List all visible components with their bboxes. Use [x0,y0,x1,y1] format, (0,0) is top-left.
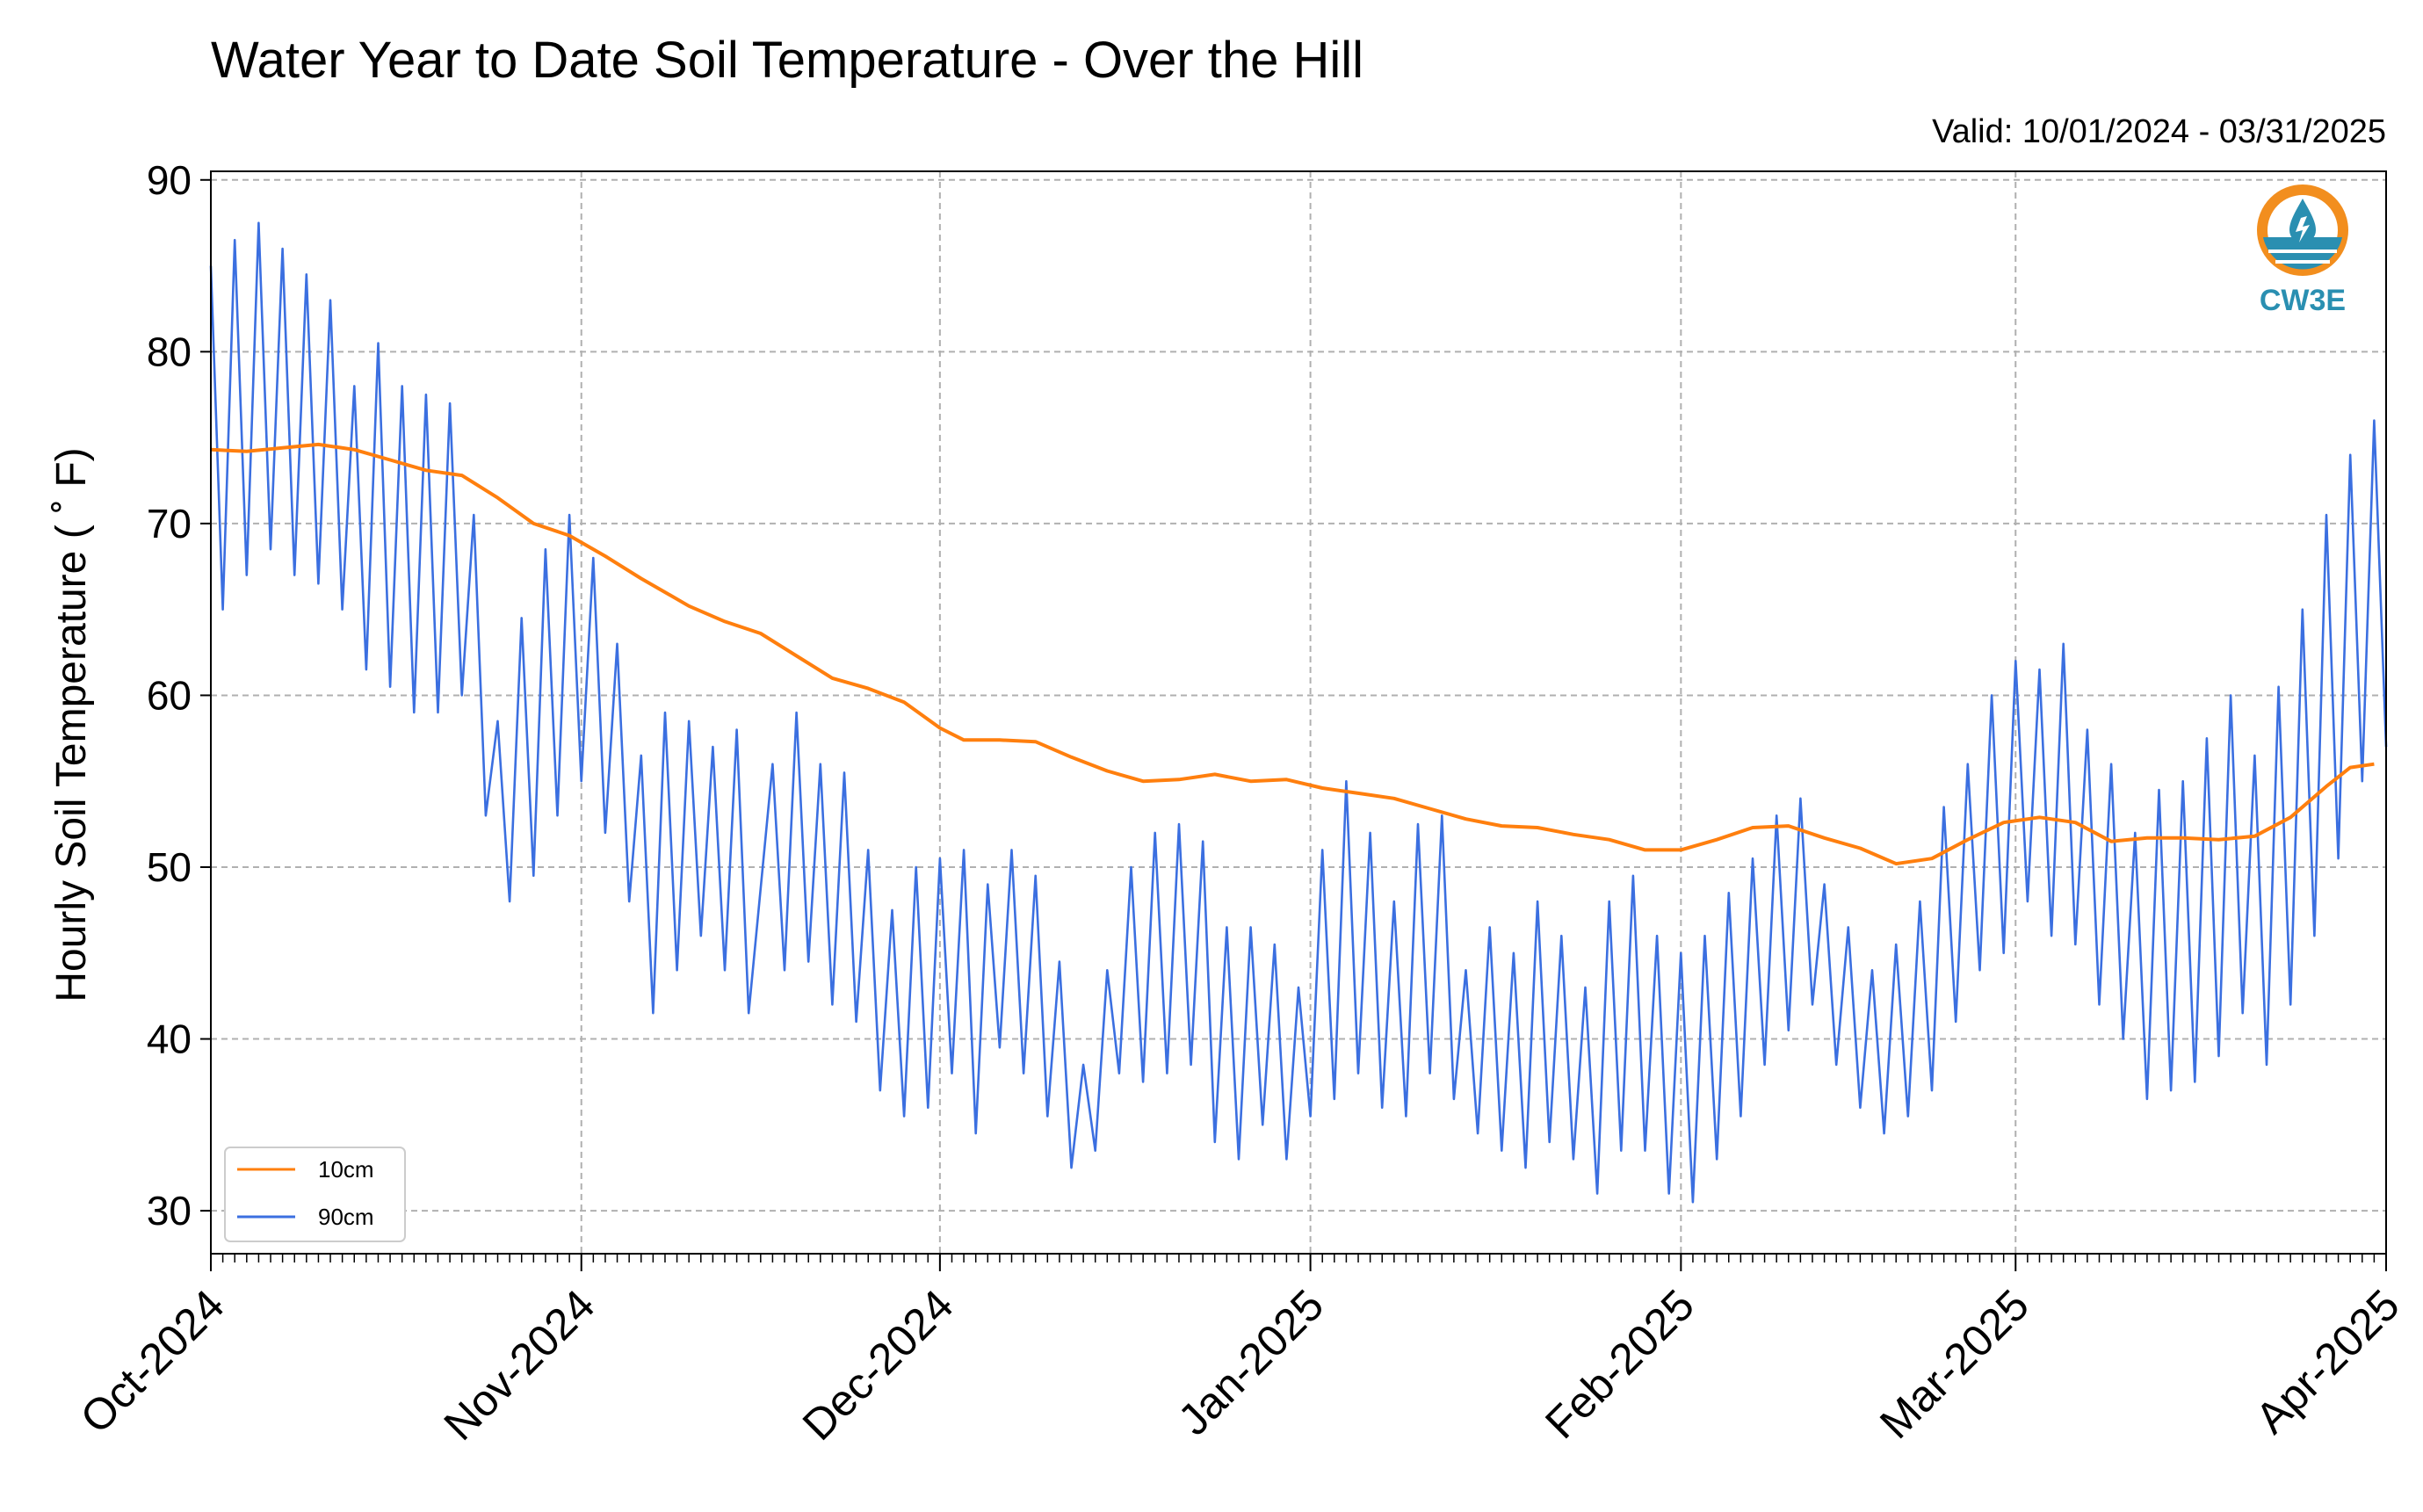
ytick-label: 40 [147,1016,192,1062]
series-line-10cm [210,442,2375,866]
logo-text: CW3E [2260,284,2346,317]
xtick-label: Feb-2025 [1536,1280,1703,1448]
xtick-label: Dec-2024 [793,1280,963,1450]
plot-area [209,221,2388,1204]
xtick-label: Oct-2024 [71,1280,234,1443]
ytick-label: 80 [147,329,192,374]
legend: 10cm 90cm [224,1147,406,1242]
flame-icon [2296,216,2310,242]
y-axis-label: Hourly Soil Temperature ( ˚ F) [48,447,95,1002]
legend-label-90cm: 90cm [318,1204,374,1230]
xtick-label: Apr-2025 [2246,1280,2409,1443]
ytick-label: 70 [147,501,192,546]
cw3e-logo: CW3E [2257,184,2348,317]
ytick-label: 90 [147,157,192,203]
ytick-label: 50 [147,844,192,890]
legend-label-10cm: 10cm [318,1156,374,1183]
ytick-label: 30 [147,1188,192,1233]
legend-box [224,1147,406,1242]
series-line-90cm [209,221,2388,1204]
chart-title: Water Year to Date Soil Temperature - Ov… [211,32,1363,89]
ytick-label: 60 [147,672,192,718]
xtick-label: Mar-2025 [1870,1280,2038,1448]
xtick-label: Nov-2024 [435,1280,604,1450]
chart-subtitle: Valid: 10/01/2024 - 03/31/2025 [1932,113,2386,150]
xtick-label: Jan-2025 [1168,1280,1333,1444]
